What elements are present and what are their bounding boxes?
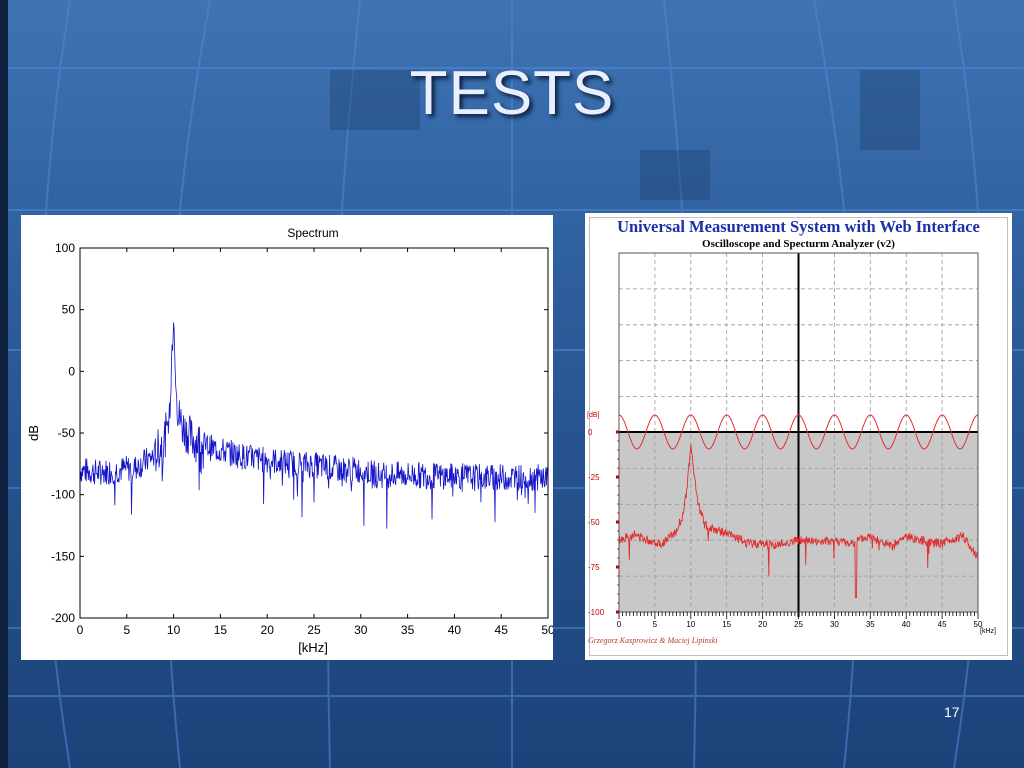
y-tick-label: 0 <box>68 364 75 378</box>
y-tick-label: 50 <box>62 303 76 317</box>
plot-area-frame <box>79 247 549 619</box>
x-axis-label: [kHz] <box>298 640 328 655</box>
ums-x-tick-label: 0 <box>617 620 622 629</box>
x-tick-label: 30 <box>354 623 368 637</box>
ums-x-axis-label: [kHz] <box>980 628 996 635</box>
ums-oscilloscope-trace <box>618 414 979 450</box>
ums-subtitle: Oscilloscope and Specturm Analyzer (v2) <box>702 238 895 250</box>
y-tick-label: -50 <box>58 426 76 440</box>
ums-x-tick-label: 40 <box>902 620 911 629</box>
ums-y-tick-label: -50 <box>588 518 600 527</box>
ums-y-tick-label: -100 <box>588 608 605 617</box>
ums-x-tick-label: 45 <box>938 620 947 629</box>
ums-x-tick-label: 35 <box>866 620 875 629</box>
page-number: 17 <box>944 704 960 720</box>
x-tick-label: 25 <box>307 623 321 637</box>
x-tick-label: 45 <box>495 623 509 637</box>
x-tick-label: 15 <box>214 623 228 637</box>
ums-y-tick-label: -25 <box>588 473 600 482</box>
y-tick-label: -150 <box>51 549 75 563</box>
x-tick-label: 20 <box>261 623 275 637</box>
ums-spectrum-series-line <box>618 444 979 599</box>
ums-authors: Grzegorz Kasprowicz & Maciej Lipinski <box>588 636 718 645</box>
ums-x-tick-label: 5 <box>653 620 658 629</box>
x-tick-label: 5 <box>123 623 130 637</box>
ums-x-tick-label: 10 <box>686 620 695 629</box>
matlab-spectrum-chart: Spectrum 0 5 10 15 20 25 30 35 40 45 50 -200 -150 -10… <box>26 226 555 655</box>
y-tick-label: -100 <box>51 488 75 502</box>
x-tick-label: 50 <box>541 623 553 637</box>
y-tick-label: -200 <box>51 611 75 625</box>
ums-y-tick-label: -75 <box>588 563 600 572</box>
ums-x-tick-label: 30 <box>830 620 839 629</box>
x-tick-label: 35 <box>401 623 415 637</box>
ums-spectrum-chart: 0 5 10 15 20 25 30 35 40 45 500-25-50-75-100 [dB] … <box>587 252 996 635</box>
ums-x-tick-label: 25 <box>794 620 803 629</box>
ums-y-axis-label: [dB] <box>587 412 600 419</box>
spectrum-series-line <box>79 322 549 529</box>
x-tick-label: 0 <box>77 623 84 637</box>
ums-y-tick-label: 0 <box>588 428 593 437</box>
slide-title: TESTS <box>409 59 615 128</box>
ums-x-tick-label: 15 <box>722 620 731 629</box>
ums-x-tick-label: 20 <box>758 620 767 629</box>
x-tick-label: 10 <box>167 623 181 637</box>
left-edge-bar <box>0 0 8 768</box>
y-tick-label: 100 <box>55 241 75 255</box>
ums-title: Universal Measurement System with Web In… <box>617 217 980 236</box>
y-axis-label: dB <box>26 425 41 441</box>
matlab-spectrum-panel: Spectrum 0 5 10 15 20 25 30 35 40 45 50 -200 -150 -10… <box>21 215 555 660</box>
ums-analyzer-panel: Universal Measurement System with Web In… <box>585 213 1012 660</box>
ums-x-tick-label: 50 <box>974 620 983 629</box>
chart-title: Spectrum <box>287 226 338 240</box>
x-tick-label: 40 <box>448 623 462 637</box>
